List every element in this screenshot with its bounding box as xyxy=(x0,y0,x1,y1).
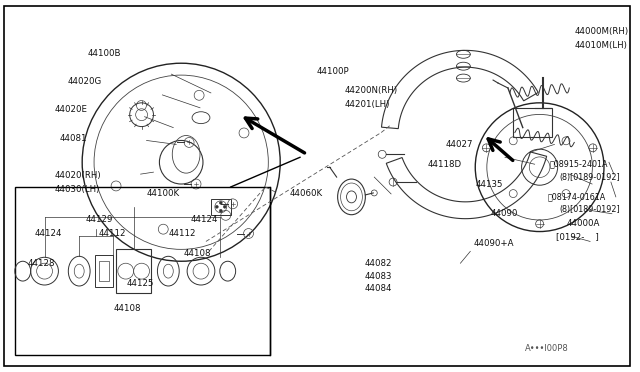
Text: 44090: 44090 xyxy=(490,209,518,218)
Text: (8)[0189-0192]: (8)[0189-0192] xyxy=(559,205,620,214)
Text: 44020E: 44020E xyxy=(54,105,88,114)
Text: A•••l00P8: A•••l00P8 xyxy=(525,344,568,353)
Text: 44000M(RH): 44000M(RH) xyxy=(574,27,628,36)
Text: 44108: 44108 xyxy=(114,304,141,313)
Bar xyxy=(95,255,113,287)
Text: 44112: 44112 xyxy=(99,229,127,238)
Text: 44129: 44129 xyxy=(85,215,113,224)
Circle shape xyxy=(215,205,218,208)
Text: 44118D: 44118D xyxy=(428,160,462,169)
Bar xyxy=(211,199,230,215)
Text: 44201(LH): 44201(LH) xyxy=(344,100,390,109)
Text: 44200N(RH): 44200N(RH) xyxy=(344,86,397,96)
Text: [0192-    ]: [0192- ] xyxy=(556,232,599,241)
Bar xyxy=(513,108,552,138)
Text: 44084: 44084 xyxy=(364,285,392,294)
Bar xyxy=(99,261,109,281)
Text: (8)[0189-0192]: (8)[0189-0192] xyxy=(559,173,620,182)
Text: Ⓑ08174-0161A: Ⓑ08174-0161A xyxy=(548,192,606,201)
Text: 44081: 44081 xyxy=(60,134,87,143)
Text: 44020(RH): 44020(RH) xyxy=(54,171,101,180)
Text: 44020G: 44020G xyxy=(67,77,102,86)
Text: 44030(LH): 44030(LH) xyxy=(54,186,100,195)
Bar xyxy=(15,187,270,355)
Text: 44125: 44125 xyxy=(127,279,154,288)
Text: 44108: 44108 xyxy=(183,249,211,258)
Text: 44010M(LH): 44010M(LH) xyxy=(574,41,627,50)
Text: 44100B: 44100B xyxy=(87,49,120,58)
Text: 44124: 44124 xyxy=(35,229,62,238)
Bar xyxy=(116,249,152,293)
Circle shape xyxy=(220,201,222,204)
Text: 44027: 44027 xyxy=(445,140,473,149)
Text: 44135: 44135 xyxy=(476,180,503,189)
Text: 44124: 44124 xyxy=(190,215,218,224)
Circle shape xyxy=(220,209,222,212)
Text: 44100P: 44100P xyxy=(317,67,349,76)
Circle shape xyxy=(223,205,227,208)
Text: 44128: 44128 xyxy=(28,259,55,268)
Text: 44060K: 44060K xyxy=(289,189,322,198)
Text: Ⓦ08915-2401A: Ⓦ08915-2401A xyxy=(550,160,608,169)
Text: 44112: 44112 xyxy=(168,229,196,238)
Text: 44083: 44083 xyxy=(364,272,392,280)
Text: 44000A: 44000A xyxy=(566,219,600,228)
Text: 44082: 44082 xyxy=(364,259,392,268)
Text: 44090+A: 44090+A xyxy=(473,239,514,248)
Text: 44100K: 44100K xyxy=(147,189,180,198)
